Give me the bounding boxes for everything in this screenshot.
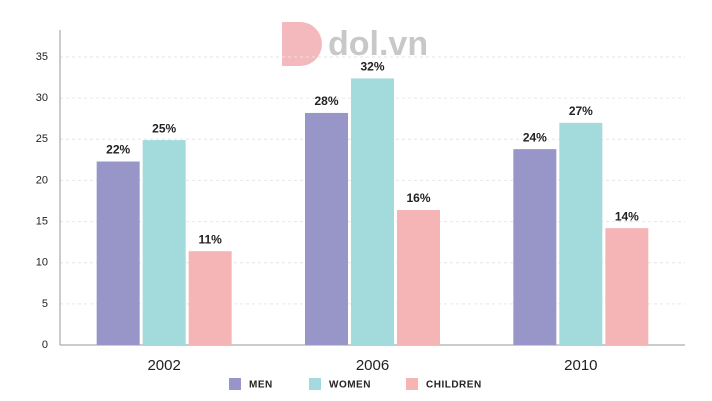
bar [96, 161, 140, 345]
value-label: 11% [198, 232, 222, 246]
legend-label: CHILDREN [426, 380, 482, 391]
y-tick-label: 15 [36, 215, 48, 227]
value-label: 24% [523, 130, 547, 144]
x-tick-label: 2010 [564, 357, 597, 374]
y-tick-label: 35 [36, 51, 48, 63]
y-tick-label: 0 [42, 339, 48, 351]
value-label: 32% [360, 60, 384, 74]
value-label: 27% [569, 104, 593, 118]
legend-label: WOMEN [329, 380, 371, 391]
y-tick-label: 30 [36, 92, 48, 104]
legend-swatch [229, 378, 241, 390]
y-tick-label: 25 [36, 133, 48, 145]
x-tick-label: 2002 [147, 357, 180, 374]
x-tick-label: 2006 [356, 357, 389, 374]
legend-label: MEN [249, 380, 273, 391]
bar [188, 251, 232, 345]
legend-swatch [309, 378, 321, 390]
value-label: 22% [106, 143, 130, 157]
y-tick-label: 5 [42, 298, 48, 310]
value-label: 25% [152, 121, 176, 135]
bar [351, 78, 394, 345]
value-label: 14% [615, 209, 639, 223]
y-tick-label: 10 [36, 257, 48, 269]
logo-icon [282, 22, 322, 66]
bar [513, 149, 557, 345]
legend-swatch [406, 378, 418, 390]
value-label: 16% [406, 191, 430, 205]
bar [559, 122, 603, 345]
bar [605, 228, 649, 345]
y-tick-label: 20 [36, 174, 48, 186]
logo: dol.vn [282, 22, 428, 66]
bar [305, 112, 348, 345]
value-label: 28% [314, 94, 338, 108]
bar [397, 210, 440, 345]
bar [142, 140, 186, 345]
